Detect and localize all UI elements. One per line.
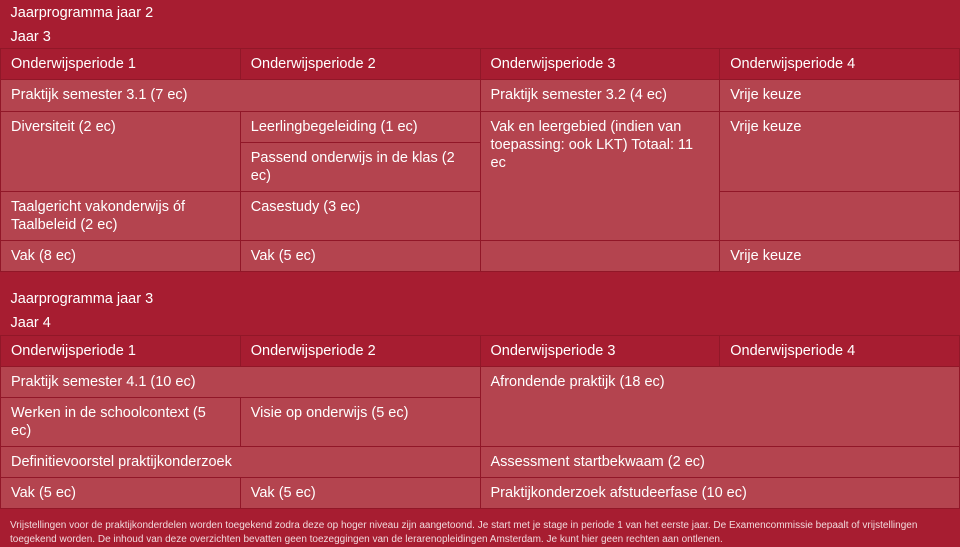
table1-r4c4: Vrije keuze bbox=[720, 241, 960, 272]
table1-r3c2: Casestudy (3 ec) bbox=[240, 191, 480, 240]
table1-h4: Onderwijsperiode 4 bbox=[720, 49, 960, 80]
table2-h3: Onderwijsperiode 3 bbox=[480, 335, 720, 366]
table1-subtitle: Jaar 3 bbox=[1, 24, 960, 49]
table1-r4c3 bbox=[480, 241, 720, 272]
table1-h2: Onderwijsperiode 2 bbox=[240, 49, 480, 80]
program-table-year2: Jaarprogramma jaar 2 Jaar 3 Onderwijsper… bbox=[0, 0, 960, 272]
table2-h2: Onderwijsperiode 2 bbox=[240, 335, 480, 366]
table2-r2c2: Visie op onderwijs (5 ec) bbox=[240, 397, 480, 446]
table1-r2c2b: Passend onderwijs in de klas (2 ec) bbox=[240, 142, 480, 191]
footnote-text: Vrijstellingen voor de praktijkonderdele… bbox=[0, 509, 960, 546]
table2-title: Jaarprogramma jaar 3 bbox=[1, 286, 960, 310]
table2-r1c3: Afrondende praktijk (18 ec) bbox=[480, 366, 960, 446]
table1-r2c1: Diversiteit (2 ec) bbox=[1, 111, 241, 191]
table1-r4c1: Vak (8 ec) bbox=[1, 241, 241, 272]
table1-r2c4: Vrije keuze bbox=[720, 111, 960, 191]
table1-r3c1: Taalgericht vakonderwijs óf Taalbeleid (… bbox=[1, 191, 241, 240]
table1-r4c2: Vak (5 ec) bbox=[240, 241, 480, 272]
program-table-year3: Jaarprogramma jaar 3 Jaar 4 Onderwijsper… bbox=[0, 286, 960, 509]
table1-r3c4 bbox=[720, 191, 960, 240]
table1-h1: Onderwijsperiode 1 bbox=[1, 49, 241, 80]
table2-r3c1: Definitievoorstel praktijkonderzoek bbox=[1, 447, 481, 478]
table1-title: Jaarprogramma jaar 2 bbox=[1, 0, 960, 24]
table-gap bbox=[0, 272, 960, 286]
table2-subtitle: Jaar 4 bbox=[1, 310, 960, 335]
page-root: Jaarprogramma jaar 2 Jaar 3 Onderwijsper… bbox=[0, 0, 960, 546]
table1-h3: Onderwijsperiode 3 bbox=[480, 49, 720, 80]
table1-r1c3: Praktijk semester 3.2 (4 ec) bbox=[480, 80, 720, 111]
table2-r4c2: Vak (5 ec) bbox=[240, 478, 480, 509]
table2-r4c3: Praktijkonderzoek afstudeerfase (10 ec) bbox=[480, 478, 960, 509]
table2-h4: Onderwijsperiode 4 bbox=[720, 335, 960, 366]
table2-r4c1: Vak (5 ec) bbox=[1, 478, 241, 509]
table1-r2c2a: Leerlingbegeleiding (1 ec) bbox=[240, 111, 480, 142]
table2-r1c1: Praktijk semester 4.1 (10 ec) bbox=[1, 366, 481, 397]
table1-r1c4: Vrije keuze bbox=[720, 80, 960, 111]
table1-r1c1: Praktijk semester 3.1 (7 ec) bbox=[1, 80, 481, 111]
table1-r2c3: Vak en leergebied (indien van toepassing… bbox=[480, 111, 720, 241]
table2-r2c1: Werken in de schoolcontext (5 ec) bbox=[1, 397, 241, 446]
table2-r3c3: Assessment startbekwaam (2 ec) bbox=[480, 447, 960, 478]
table2-h1: Onderwijsperiode 1 bbox=[1, 335, 241, 366]
